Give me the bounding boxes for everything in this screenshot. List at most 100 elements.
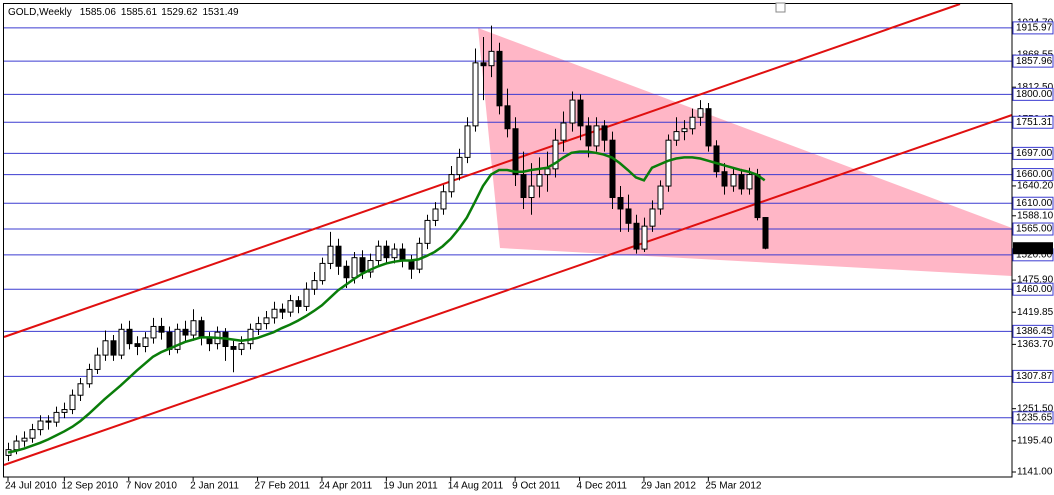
channel-lower xyxy=(3,114,1013,466)
candle-body xyxy=(601,125,608,141)
candle-body xyxy=(69,394,76,411)
candles xyxy=(5,25,769,462)
level-label-box xyxy=(1012,146,1054,160)
candle-body xyxy=(118,328,125,356)
candle-body xyxy=(182,328,189,336)
level-label: 1307.87 xyxy=(1016,371,1053,382)
candle-body xyxy=(625,208,632,224)
candle-body xyxy=(206,337,213,345)
triangle-object xyxy=(478,28,1012,276)
candle-body xyxy=(488,50,495,67)
level-label: 1565.00 xyxy=(1016,224,1053,235)
candle-body xyxy=(512,128,519,176)
candle-body xyxy=(198,320,205,339)
candle-body xyxy=(544,168,551,176)
level-label: 1751.31 xyxy=(1016,117,1053,128)
bar-high: 1585.61 xyxy=(121,7,158,18)
level-label-box xyxy=(1012,282,1054,296)
candle-body xyxy=(730,174,737,187)
level-label-box xyxy=(1012,222,1054,236)
y-tick-label: 1812.50 xyxy=(1017,82,1054,93)
candle-body xyxy=(609,139,616,199)
candle-body xyxy=(391,248,398,259)
candle-body xyxy=(577,99,584,127)
candle-body xyxy=(375,245,382,262)
candle-body xyxy=(327,245,334,264)
level-label: 1660.00 xyxy=(1016,169,1053,180)
candle-body xyxy=(351,257,358,279)
x-tick-label: 27 Feb 2011 xyxy=(255,481,311,492)
candle-body xyxy=(705,108,712,147)
candle-body xyxy=(399,248,406,262)
drawing-objects xyxy=(478,28,1012,276)
channel-lines xyxy=(3,3,1013,466)
candle-body xyxy=(585,125,592,147)
candle-body xyxy=(134,343,141,348)
axes: GOLD,Weekly 1585.06 1585.61 1529.62 1531.49 … xyxy=(3,2,1054,492)
x-tick-label: 9 Oct 2011 xyxy=(512,481,561,492)
candle-body xyxy=(681,128,688,133)
y-tick-label: 1475.90 xyxy=(1017,275,1054,286)
channel-upper xyxy=(3,3,961,338)
candle-body xyxy=(641,225,648,250)
candle-body xyxy=(593,125,600,147)
candle-body xyxy=(158,325,165,333)
candle-body xyxy=(13,440,20,451)
candle-body xyxy=(424,219,431,244)
candle-body xyxy=(343,265,350,279)
candle-body xyxy=(649,208,656,227)
candle-body xyxy=(142,337,149,348)
candle-body xyxy=(762,217,769,249)
candle-body xyxy=(335,245,342,267)
level-label-box xyxy=(1012,168,1054,182)
x-tick-label: 29 Jan 2012 xyxy=(641,481,696,492)
candle-body xyxy=(383,245,390,259)
candle-body xyxy=(560,122,567,141)
candle-body xyxy=(86,368,93,385)
candle-body xyxy=(472,62,479,127)
x-tick-label: 4 Dec 2011 xyxy=(577,481,628,492)
level-label: 1235.65 xyxy=(1016,412,1053,423)
level-label-box xyxy=(1012,411,1054,425)
level-label: 1460.00 xyxy=(1016,284,1053,295)
candle-body xyxy=(367,260,374,273)
candle-body xyxy=(295,300,302,307)
candle-body xyxy=(464,125,471,158)
candle-body xyxy=(174,328,181,350)
bar-close: 1531.49 xyxy=(202,7,239,18)
level-label-box xyxy=(1012,21,1054,35)
level-label: 1857.96 xyxy=(1016,56,1053,67)
level-label: 1915.97 xyxy=(1016,23,1053,34)
candle-body xyxy=(94,354,101,370)
candle-body xyxy=(53,411,60,423)
candle-body xyxy=(657,185,664,210)
candle-body xyxy=(552,139,559,170)
x-tick-label: 19 Jun 2011 xyxy=(383,481,438,492)
window-icon xyxy=(775,2,786,13)
candle-body xyxy=(287,300,294,313)
candle-body xyxy=(416,242,423,270)
y-tick-label: 1251.50 xyxy=(1017,403,1054,414)
y-tick-label: 1588.10 xyxy=(1017,210,1054,221)
level-label-box xyxy=(1012,54,1054,68)
x-tick-label: 24 Jul 2010 xyxy=(5,481,57,492)
candle-body xyxy=(255,323,262,330)
candle-body xyxy=(37,420,44,431)
candle-body xyxy=(665,139,672,187)
candle-body xyxy=(689,116,696,130)
moving-average xyxy=(7,150,766,454)
candle-body xyxy=(721,171,728,187)
candle-body xyxy=(102,340,109,356)
y-tick-label: 1640.20 xyxy=(1017,181,1054,192)
candle-body xyxy=(480,62,487,67)
candle-body xyxy=(440,191,447,210)
x-tick-label: 24 Apr 2011 xyxy=(319,481,373,492)
x-tick-label: 25 Mar 2012 xyxy=(705,481,762,492)
candle-body xyxy=(448,174,455,193)
x-tick-label: 7 Nov 2010 xyxy=(126,481,178,492)
level-label: 1697.00 xyxy=(1016,148,1053,159)
candle-body xyxy=(633,222,640,250)
level-label: 1610.00 xyxy=(1016,198,1053,209)
level-label-box xyxy=(1012,115,1054,129)
candle-body xyxy=(319,262,326,282)
